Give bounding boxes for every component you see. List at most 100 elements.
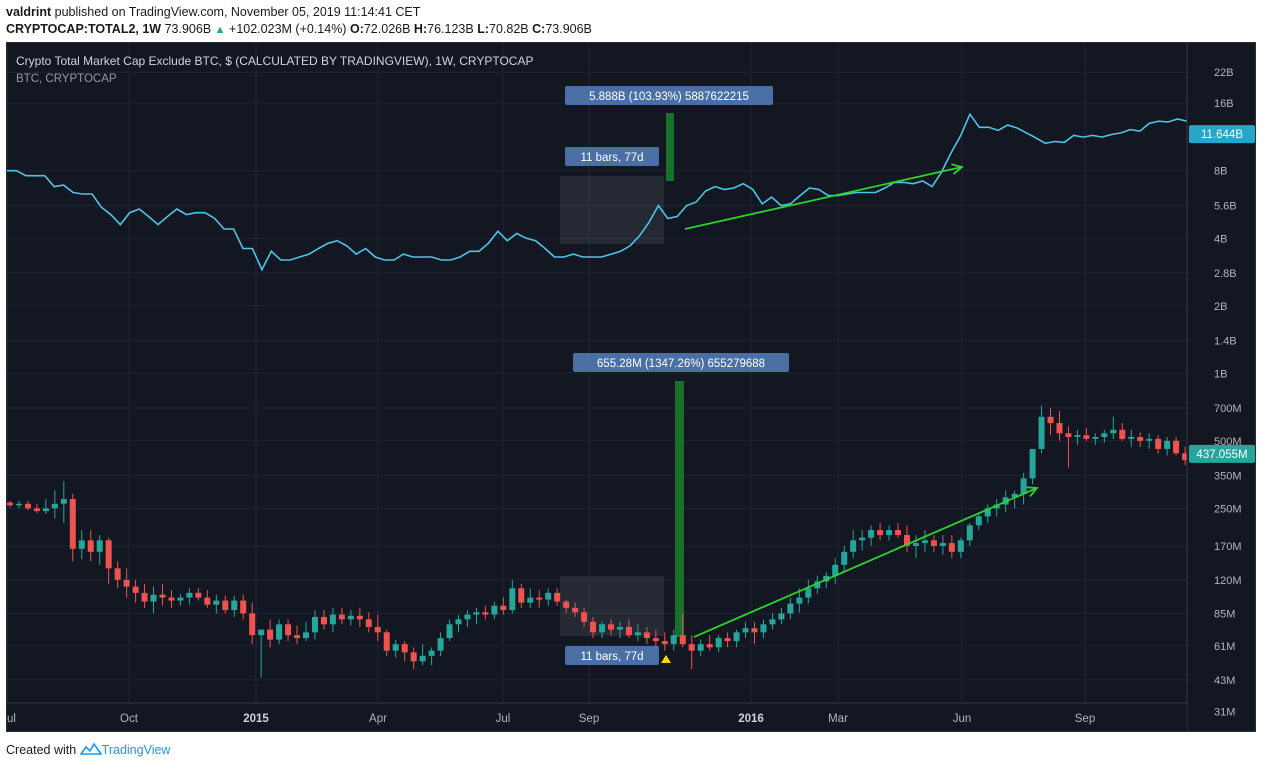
low-label: L:	[477, 22, 489, 36]
range-label-btc: 655.28M (1347.26%) 655279688	[597, 358, 765, 370]
footer-brand[interactable]: TradingView	[101, 743, 171, 757]
candle-body	[132, 586, 139, 593]
total2-price-label-bg	[1189, 125, 1255, 144]
candle-body	[1092, 437, 1099, 439]
range-label-total2-bg	[565, 86, 773, 105]
candle-body	[859, 537, 866, 541]
candle-body	[213, 600, 220, 605]
candle-body	[374, 626, 381, 633]
candle-body	[1029, 448, 1036, 479]
candle-body	[78, 540, 85, 549]
chart-svg[interactable]: 5.888B (103.93%) 5887622215 11 bars, 77d 6…	[6, 43, 1255, 731]
candle-body	[482, 612, 489, 615]
y-tick-label: 1B	[1214, 368, 1227, 380]
footer: Created with TradingView	[6, 742, 170, 757]
candle-body	[616, 626, 623, 630]
candle-body	[886, 530, 893, 536]
x-tick-label: Jul	[496, 713, 511, 725]
publish-info: valdrint published on TradingView.com, N…	[6, 5, 420, 19]
candle-body	[563, 601, 570, 608]
price-change: +102.023M (+0.14%)	[229, 22, 347, 36]
candle-body	[607, 624, 614, 630]
time-axis[interactable]: ul Oct 2015 Apr Jul Sep 2016 Mar Jun Sep	[7, 702, 1187, 731]
candle-body	[231, 600, 238, 611]
y-tick-label: 170M	[1214, 541, 1242, 553]
candle-body	[24, 503, 31, 509]
candle-body	[141, 592, 148, 602]
candle-body	[123, 579, 130, 587]
btc-price-label-bg	[1189, 444, 1255, 463]
y-tick-label: 4B	[1214, 233, 1227, 245]
candle-body	[975, 516, 982, 526]
btc-candles	[7, 405, 1215, 678]
last-price: 73.906B	[164, 22, 212, 36]
x-tick-label: Apr	[369, 713, 387, 725]
candle-body	[1110, 429, 1117, 434]
total2-line	[7, 112, 1188, 272]
high-label: H:	[413, 22, 428, 36]
candle-body	[428, 650, 435, 656]
author-name[interactable]: valdrint	[6, 5, 52, 19]
candle-body	[572, 607, 579, 613]
y-tick-label: 31M	[1214, 707, 1235, 719]
price-axis-bg	[1187, 43, 1255, 731]
up-triangle-icon: ▲	[214, 24, 226, 36]
candle-body	[554, 592, 561, 602]
y-tick-label: 700M	[1214, 403, 1242, 415]
candle-body	[778, 613, 785, 620]
trend-arrow-top-head	[951, 163, 964, 175]
x-tick-label: Oct	[120, 713, 139, 725]
candle-body	[948, 543, 955, 552]
y-tick-label: 2B	[1214, 301, 1227, 313]
candle-body	[1047, 416, 1054, 424]
candle-body	[1146, 438, 1153, 441]
btc-price-label: 437.055M	[1196, 449, 1247, 461]
candle-body	[320, 616, 327, 625]
candle-body	[51, 503, 58, 509]
tradingview-logo-icon	[79, 742, 103, 755]
candle-body	[42, 508, 49, 512]
x-tick-label: Jun	[953, 713, 972, 725]
bars-label-total2: 11 bars, 77d	[580, 152, 643, 164]
bars-label-total2-bg	[565, 147, 659, 166]
candle-body	[509, 588, 516, 611]
candle-body	[518, 588, 525, 603]
y-tick-label: 61M	[1214, 641, 1235, 653]
candle-body	[105, 540, 112, 569]
price-axis[interactable]: 22B 16B 8B 5.6B 4B 2.8B 2B 1.4B 1B 700M 500M 350M 25…	[1186, 43, 1255, 731]
candle-body	[984, 508, 991, 517]
candle-body	[1038, 416, 1045, 449]
warning-marker-icon	[661, 655, 671, 663]
candle-body	[715, 638, 722, 648]
candle-body	[921, 540, 928, 544]
total2-line-layer	[7, 112, 1188, 272]
footer-created: Created with	[6, 743, 77, 757]
candle-body	[500, 605, 507, 611]
x-tick-label: ul	[7, 713, 16, 725]
candle-body	[599, 624, 606, 633]
candle-body	[7, 502, 13, 506]
candle-body	[634, 632, 641, 636]
candle-body	[365, 619, 372, 627]
candle-body	[1011, 493, 1018, 498]
y-tick-label: 120M	[1214, 575, 1242, 587]
chart-area[interactable]: 5.888B (103.93%) 5887622215 11 bars, 77d 6…	[6, 42, 1256, 732]
close-label: C:	[532, 22, 546, 36]
candle-body	[96, 540, 103, 552]
annotation-labels: 5.888B (103.93%) 5887622215 11 bars, 77d 6…	[565, 86, 789, 665]
range-overlays	[560, 113, 684, 637]
candle-body	[446, 624, 453, 639]
range-bar-btc	[675, 381, 684, 637]
candle-body	[1083, 435, 1090, 439]
time-axis-bg	[7, 703, 1187, 731]
candle-body	[939, 543, 946, 546]
candle-body	[356, 615, 363, 620]
candle-body	[1074, 435, 1081, 438]
trend-arrow-bottom-head	[1025, 486, 1039, 498]
y-tick-label: 1.4B	[1214, 336, 1237, 348]
y-tick-label: 2.8B	[1214, 268, 1237, 280]
candle-body	[904, 535, 910, 546]
candle-body	[267, 629, 274, 640]
candle-body	[455, 619, 462, 625]
high-value: 76.123B	[427, 22, 474, 36]
